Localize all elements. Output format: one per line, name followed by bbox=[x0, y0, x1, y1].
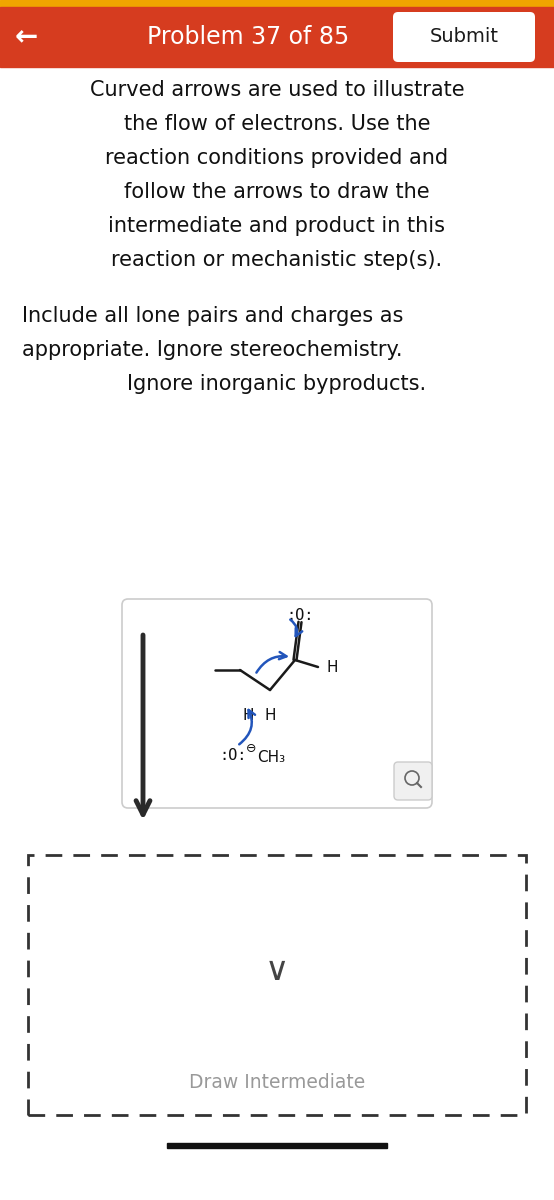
Bar bbox=[0, 7, 554, 67]
Text: follow the arrows to draw the: follow the arrows to draw the bbox=[124, 182, 430, 202]
Text: the flow of electrons. Use the: the flow of electrons. Use the bbox=[124, 114, 430, 134]
Text: Curved arrows are used to illustrate: Curved arrows are used to illustrate bbox=[90, 80, 464, 100]
Bar bbox=[167, 1142, 387, 1148]
Text: reaction or mechanistic step(s).: reaction or mechanistic step(s). bbox=[111, 250, 443, 270]
Text: ∨: ∨ bbox=[265, 954, 289, 986]
Text: intermediate and product in this: intermediate and product in this bbox=[109, 216, 445, 236]
Text: Submit: Submit bbox=[429, 28, 499, 47]
Text: Problem 37 of 85: Problem 37 of 85 bbox=[147, 25, 349, 49]
Text: H: H bbox=[326, 660, 337, 674]
FancyBboxPatch shape bbox=[393, 12, 535, 62]
Text: Draw Intermediate: Draw Intermediate bbox=[189, 1073, 365, 1092]
Text: ⊖: ⊖ bbox=[246, 742, 257, 755]
FancyBboxPatch shape bbox=[394, 762, 432, 800]
Text: ←: ← bbox=[14, 23, 38, 50]
Text: :O:: :O: bbox=[219, 748, 247, 762]
FancyArrowPatch shape bbox=[290, 619, 302, 636]
Text: Ignore inorganic byproducts.: Ignore inorganic byproducts. bbox=[127, 374, 427, 394]
Bar bbox=[28, 854, 526, 1115]
FancyBboxPatch shape bbox=[122, 599, 432, 808]
Text: H: H bbox=[242, 708, 254, 722]
Text: appropriate. Ignore stereochemistry.: appropriate. Ignore stereochemistry. bbox=[22, 340, 403, 360]
Bar bbox=[0, 0, 554, 7]
FancyArrowPatch shape bbox=[239, 710, 255, 744]
Text: Include all lone pairs and charges as: Include all lone pairs and charges as bbox=[22, 306, 403, 326]
Text: H: H bbox=[264, 708, 276, 722]
Text: :O:: :O: bbox=[286, 607, 314, 623]
FancyArrowPatch shape bbox=[257, 652, 286, 673]
Text: reaction conditions provided and: reaction conditions provided and bbox=[105, 148, 449, 168]
Text: CH₃: CH₃ bbox=[257, 750, 285, 764]
